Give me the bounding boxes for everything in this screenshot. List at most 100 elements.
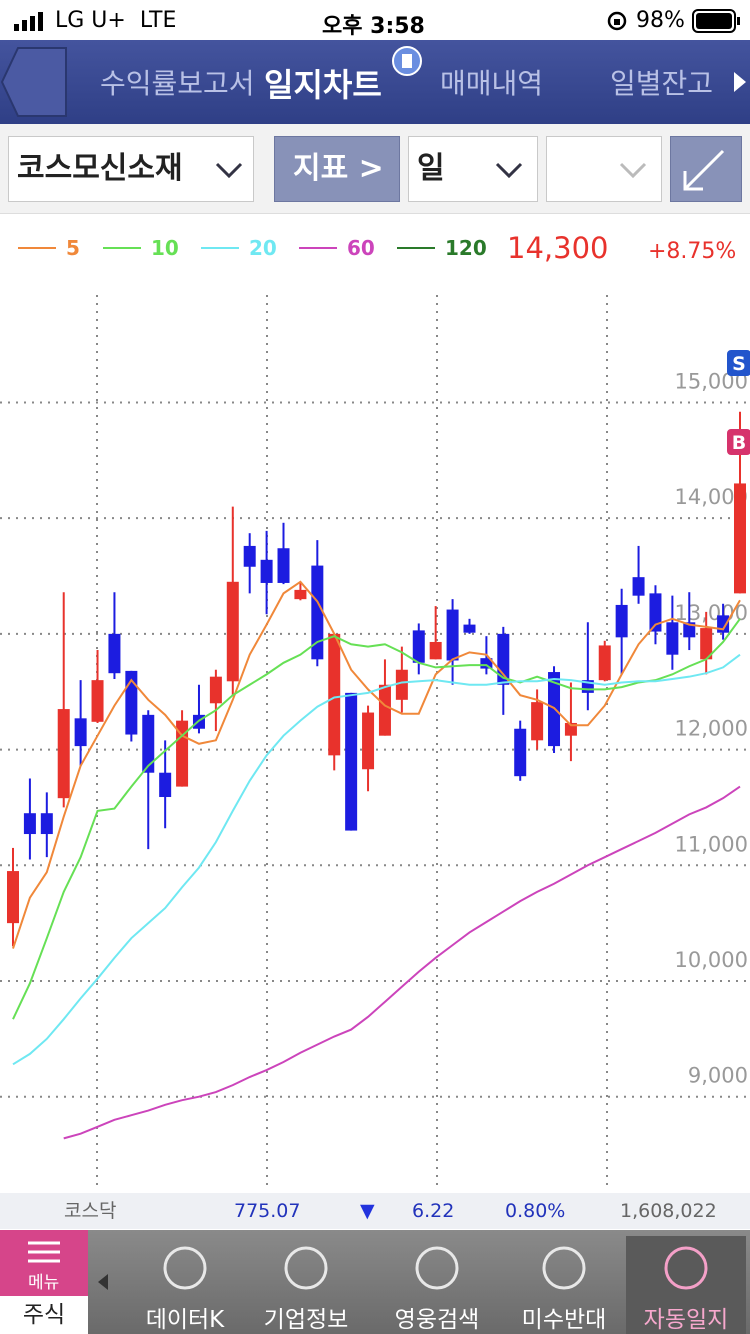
left-arrow	[98, 1274, 108, 1290]
y-tick-label: 11,000	[675, 832, 748, 856]
candle-body	[649, 593, 662, 632]
next-arrow	[734, 72, 746, 92]
candle-body	[159, 772, 172, 798]
moving-average-line	[12, 653, 741, 1066]
change-rate: +8.75%	[648, 239, 737, 264]
candle-body	[598, 645, 611, 681]
status-bar: LG U+ LTE 오후 3:58 98%	[0, 0, 750, 40]
moving-average-line	[12, 580, 741, 949]
index-rate: 0.80%	[505, 1200, 566, 1222]
candle-body	[514, 728, 527, 777]
nav-label[interactable]: 영웅검색	[394, 1307, 480, 1333]
stock-select[interactable]: 코스모신소재	[8, 136, 254, 202]
legend: 5 10 20 60 120 14,300 +8.75%	[0, 215, 750, 285]
chevron	[619, 162, 647, 179]
nav-label[interactable]: 미수반대	[521, 1307, 607, 1333]
candle-body	[362, 712, 375, 770]
candle-body	[429, 641, 442, 660]
nav-icon	[163, 1246, 207, 1290]
current-price: 14,300	[507, 231, 609, 265]
tab-badge	[392, 46, 422, 76]
market-bar: 코스닥 775.07 ▼ 6.22 0.80% 1,608,022	[0, 1193, 750, 1229]
back-button[interactable]	[0, 46, 72, 118]
nav-label[interactable]: 데이터K	[145, 1307, 225, 1333]
menu-button[interactable]: 메뉴	[0, 1230, 88, 1296]
trade-marker	[727, 429, 750, 455]
candle-body	[734, 483, 746, 594]
empty-select[interactable]	[546, 136, 662, 202]
indicator-button[interactable]: 지표 >	[274, 136, 400, 202]
moving-average-line	[12, 618, 741, 1020]
down-arrow: ▼	[360, 1200, 375, 1222]
legend-label: 120	[445, 236, 487, 260]
index-change: 6.22	[412, 1200, 455, 1222]
candle-body	[74, 718, 87, 747]
menu-icon	[28, 1241, 60, 1263]
legend-label: 20	[249, 236, 277, 260]
current-tab[interactable]: 주식	[0, 1296, 88, 1334]
candle-body	[311, 565, 324, 660]
candle-body	[446, 609, 459, 661]
candle-body	[277, 548, 290, 583]
tab[interactable]: 수익률보고서	[100, 67, 255, 100]
y-tick-label: 13,000	[675, 601, 748, 625]
index-name: 코스닥	[64, 1200, 117, 1222]
battery-text: 98%	[636, 8, 685, 33]
trade-marker-label: S	[732, 353, 746, 375]
legend-label: 10	[151, 236, 179, 260]
legend-line	[201, 247, 239, 249]
y-tick-label: 10,000	[675, 948, 748, 972]
candle-body	[480, 658, 493, 669]
legend-line	[103, 247, 141, 249]
icon-shape	[415, 1246, 459, 1290]
chart: 9,00010,00011,00012,00013,00014,00015,00…	[0, 295, 750, 1191]
tab-active[interactable]: 일지차트	[264, 66, 382, 104]
lock-icon	[607, 11, 627, 31]
candle-body	[632, 577, 645, 596]
candle-body	[226, 581, 239, 682]
candle-body	[395, 669, 408, 700]
nav-label[interactable]: 기업정보	[263, 1307, 349, 1333]
candle-body	[7, 871, 19, 924]
tab[interactable]: 일별잔고	[610, 67, 714, 100]
candle-body	[91, 680, 104, 722]
candle-body	[345, 692, 358, 831]
nav-icon	[664, 1246, 708, 1290]
icon-shape	[542, 1246, 586, 1290]
tab[interactable]: 매매내역	[440, 67, 544, 100]
nav-icon	[415, 1246, 459, 1290]
nav-icon	[542, 1246, 586, 1290]
candle-body	[700, 628, 713, 660]
trade-marker	[727, 350, 750, 376]
nav-icon	[284, 1246, 328, 1290]
toolbar: 코스모신소재 지표 > 일	[0, 124, 750, 214]
candle-body	[142, 714, 155, 773]
battery-icon	[692, 9, 740, 33]
legend-line	[397, 247, 435, 249]
candle-body	[294, 589, 307, 600]
candle-body	[412, 630, 425, 663]
menu-label: 메뉴	[28, 1273, 60, 1293]
candle-body	[23, 813, 36, 835]
candle-body	[683, 622, 696, 638]
index-volume: 1,608,022	[620, 1200, 717, 1222]
candle-body	[209, 676, 222, 704]
legend-label: 5	[66, 236, 80, 260]
icon-shape	[284, 1246, 328, 1290]
legend-label: 60	[347, 236, 375, 260]
bottom-nav: 메뉴 주식 데이터K 기업정보 영웅검색 미수반대 자동일지	[0, 1230, 750, 1334]
period-select[interactable]: 일	[408, 136, 538, 202]
candle-body	[378, 684, 391, 736]
signal-icon	[14, 12, 43, 31]
candle-body	[328, 633, 341, 756]
index-value: 775.07	[234, 1200, 301, 1222]
nav-label[interactable]: 자동일지	[643, 1307, 729, 1333]
y-tick-label: 12,000	[675, 717, 748, 741]
expand-button[interactable]	[670, 136, 742, 202]
candle-body	[57, 709, 70, 799]
candle-body	[108, 633, 121, 674]
active-item-bg	[626, 1236, 746, 1334]
icon-shape	[664, 1246, 708, 1290]
candle-body	[125, 670, 138, 735]
